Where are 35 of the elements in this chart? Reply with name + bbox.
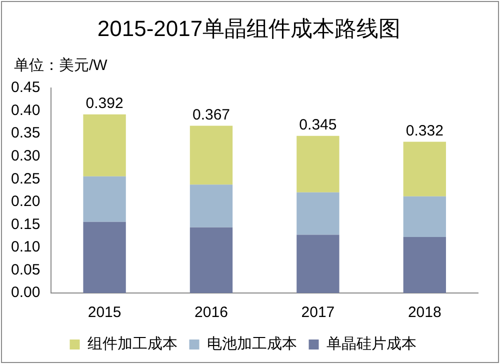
bar — [190, 227, 233, 293]
x-tick-label: 2015 — [88, 304, 122, 322]
x-tick-label: 2017 — [301, 304, 335, 322]
bar — [403, 196, 446, 237]
bar — [296, 136, 340, 192]
legend-label: 电池加工成本 — [206, 336, 297, 353]
y-tick-label: 0.35 — [10, 124, 40, 142]
total-label: 0.345 — [299, 116, 337, 134]
total-label: 0.392 — [86, 95, 124, 112]
legend-label: 单晶硅片成本 — [326, 336, 416, 353]
y-tick-label: 0.30 — [10, 147, 40, 164]
bar — [403, 236, 446, 293]
bar — [83, 222, 126, 293]
y-tick-label: 0.10 — [10, 238, 40, 256]
bar — [190, 126, 233, 185]
bar — [296, 234, 340, 293]
y-tick-label: 0.45 — [10, 79, 40, 96]
y-tick-label: 0.40 — [10, 102, 40, 119]
y-tick-label: 0.15 — [10, 216, 40, 233]
y-tick-label: 0.20 — [10, 193, 40, 210]
y-tick-label: 0.25 — [10, 170, 40, 188]
x-tick-label: 2018 — [408, 304, 442, 322]
bar — [83, 114, 126, 176]
chart-title: 2015-2017单晶组件成本路线图 — [96, 15, 402, 43]
x-tick-label: 2016 — [194, 304, 228, 322]
total-label: 0.332 — [406, 122, 444, 140]
y-tick-label: 0.05 — [10, 261, 40, 278]
bar — [83, 176, 126, 222]
bar — [296, 192, 340, 235]
bar — [403, 142, 446, 196]
y-axis-title: 单位：美元/W — [14, 56, 108, 75]
total-label: 0.367 — [192, 106, 230, 124]
bar — [190, 184, 233, 228]
y-tick-label: 0.00 — [10, 284, 40, 302]
legend-label: 组件加工成本 — [87, 336, 178, 353]
